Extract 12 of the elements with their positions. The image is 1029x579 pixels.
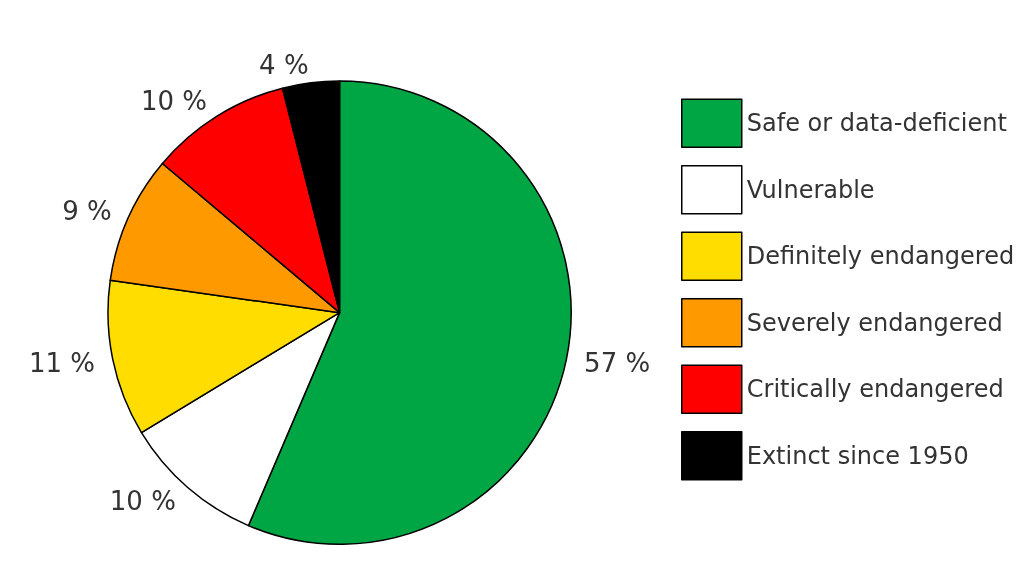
legend-label: Severely endangered bbox=[746, 308, 1003, 337]
legend-label: Critically endangered bbox=[746, 375, 1004, 404]
legend-label: Extinct since 1950 bbox=[746, 441, 969, 470]
legend-label: Vulnerable bbox=[746, 175, 875, 204]
data-label: 10 % bbox=[109, 486, 176, 517]
data-label: 10 % bbox=[140, 86, 208, 117]
data-label: 4 % bbox=[259, 49, 309, 80]
data-label: 9 % bbox=[62, 195, 112, 226]
data-label: 57 % bbox=[584, 347, 651, 378]
data-label: 11 % bbox=[28, 347, 96, 378]
legend-label: Safe or data-deficient bbox=[746, 109, 1007, 138]
legend-label: Definitely endangered bbox=[746, 242, 1015, 271]
